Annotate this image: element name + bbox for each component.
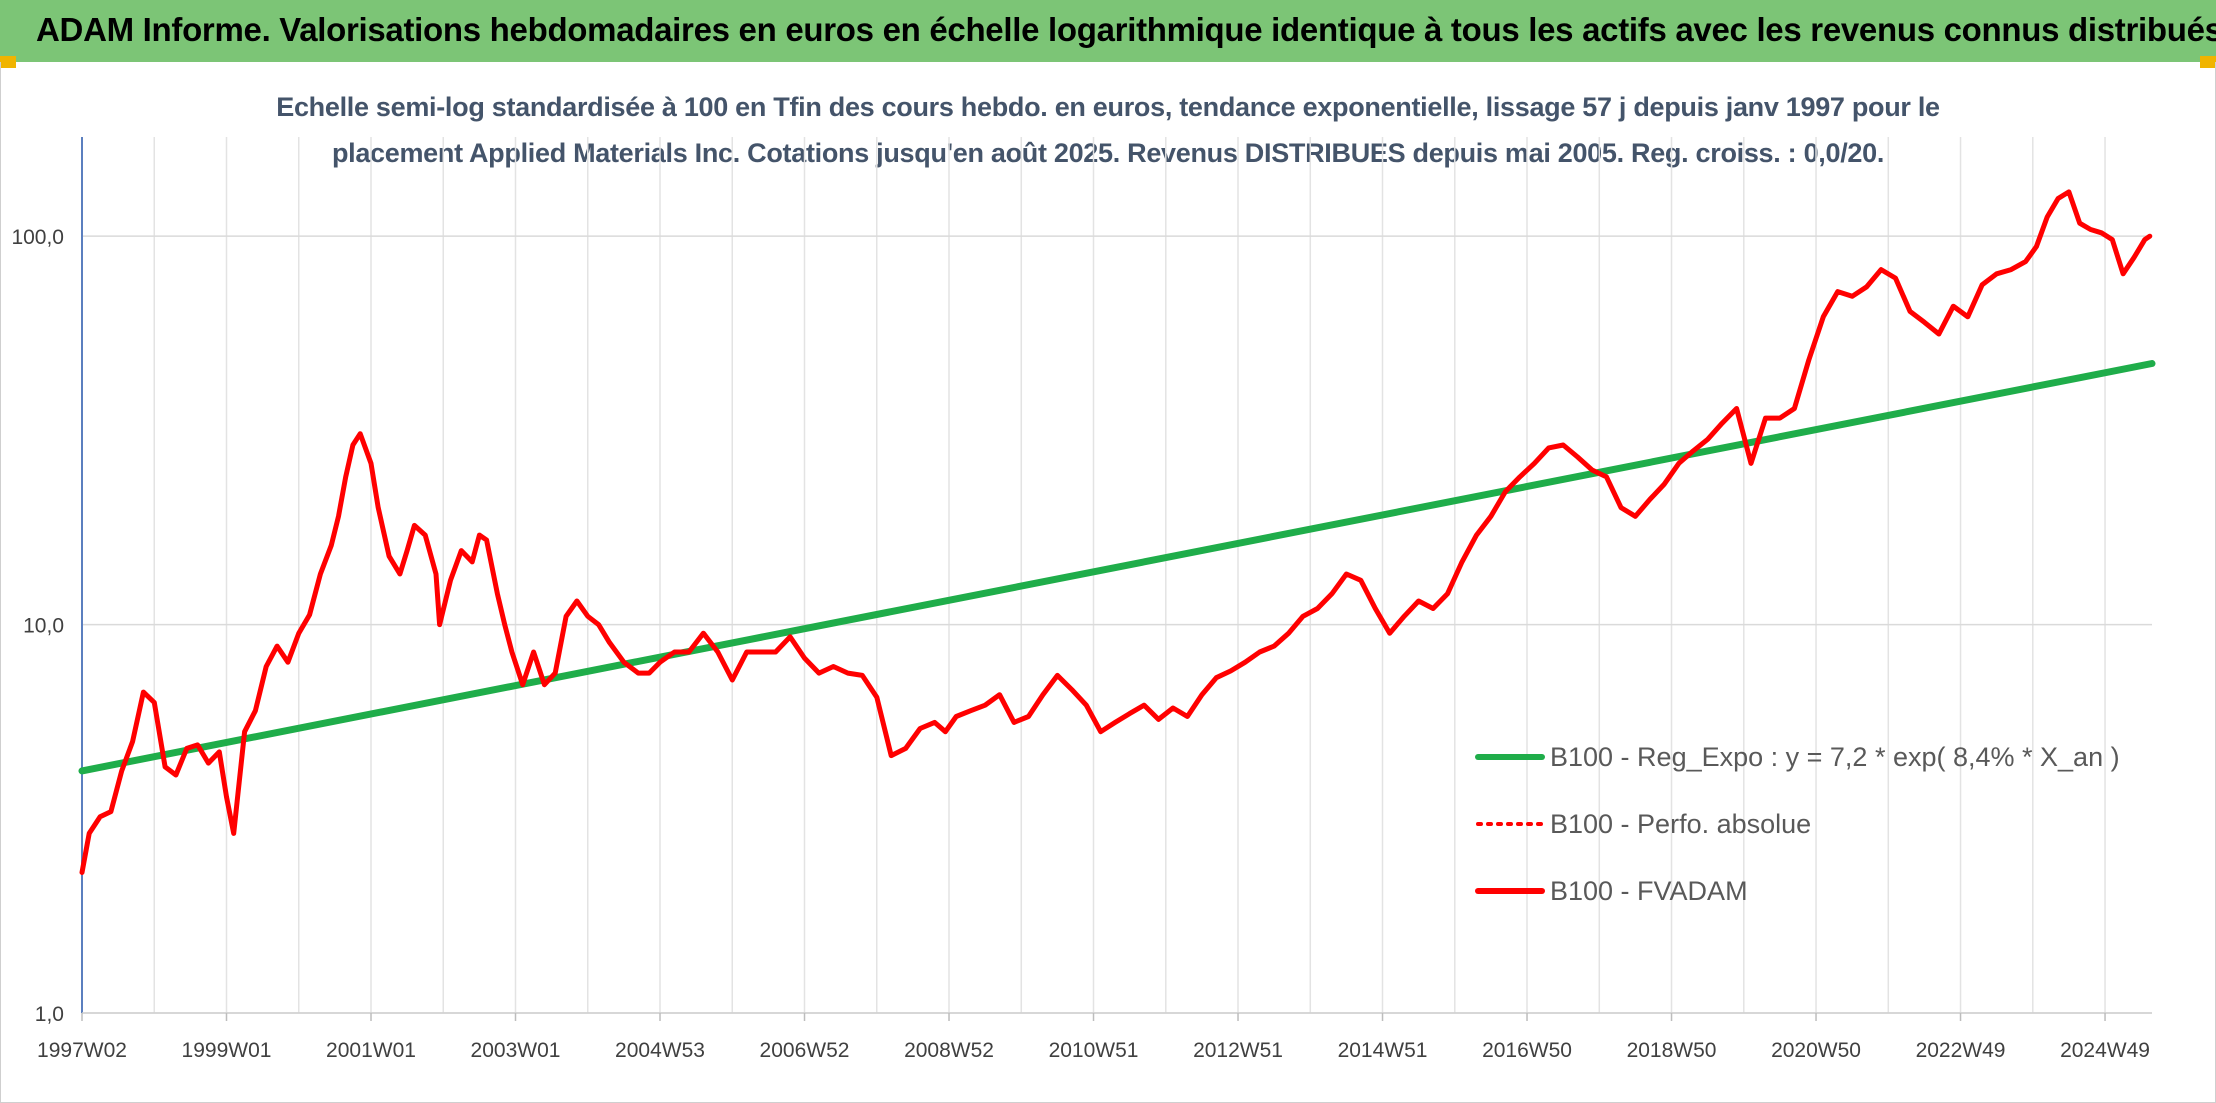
title-band: [0, 0, 2216, 62]
grid-layer: [81, 137, 2152, 1014]
y-tick-label: 1,0: [35, 1003, 64, 1026]
fvadam-series-line: [79, 189, 2153, 875]
x-tick-label: 1997W02: [37, 1039, 127, 1062]
x-tick-label: 2012W51: [1193, 1039, 1283, 1062]
trend-line-series: [78, 360, 2156, 775]
x-tick-label: 2006W52: [760, 1039, 850, 1062]
x-tick-label: 2004W53: [615, 1039, 705, 1062]
x-tick-label: 2020W50: [1771, 1039, 1861, 1062]
x-tick-label: 2003W01: [471, 1039, 561, 1062]
x-tick-label: 2010W51: [1049, 1039, 1139, 1062]
x-tick-label: 2016W50: [1482, 1039, 1572, 1062]
x-tick-label: 1999W01: [182, 1039, 272, 1062]
axis-layer: 1,0 10,0 100,0 1997W02 1999W01 2001W01 2003W01…: [11, 137, 2152, 1062]
x-tick-label: 2024W49: [2060, 1039, 2150, 1062]
legend-label: B100 - Reg_Expo : y = 7,2 * exp( 8,4% * …: [1550, 742, 2120, 772]
legend: B100 - Reg_Expo : y = 7,2 * exp( 8,4% * …: [1475, 742, 2120, 906]
x-tick-label: 2014W51: [1338, 1039, 1428, 1062]
series-layer: [78, 189, 2156, 875]
corner-marker-right: [2200, 56, 2216, 68]
report-title: ADAM Informe. Valorisations hebdomadaire…: [36, 11, 2216, 48]
x-tick-label: 2001W01: [326, 1039, 416, 1062]
chart-subtitle-line2: placement Applied Materials Inc. Cotatio…: [331, 138, 1885, 168]
x-tick-label: 2008W52: [904, 1039, 994, 1062]
corner-marker-left: [0, 56, 16, 68]
x-tick-label: 2022W49: [1916, 1039, 2006, 1062]
y-tick-label: 10,0: [23, 615, 64, 638]
legend-label: B100 - FVADAM: [1550, 876, 1748, 906]
legend-label: B100 - Perfo. absolue: [1550, 809, 1811, 839]
y-tick-label: 100,0: [11, 226, 64, 249]
x-tick-label: 2018W50: [1627, 1039, 1717, 1062]
chart-subtitle-line1: Echelle semi-log standardisée à 100 en T…: [276, 92, 1940, 122]
